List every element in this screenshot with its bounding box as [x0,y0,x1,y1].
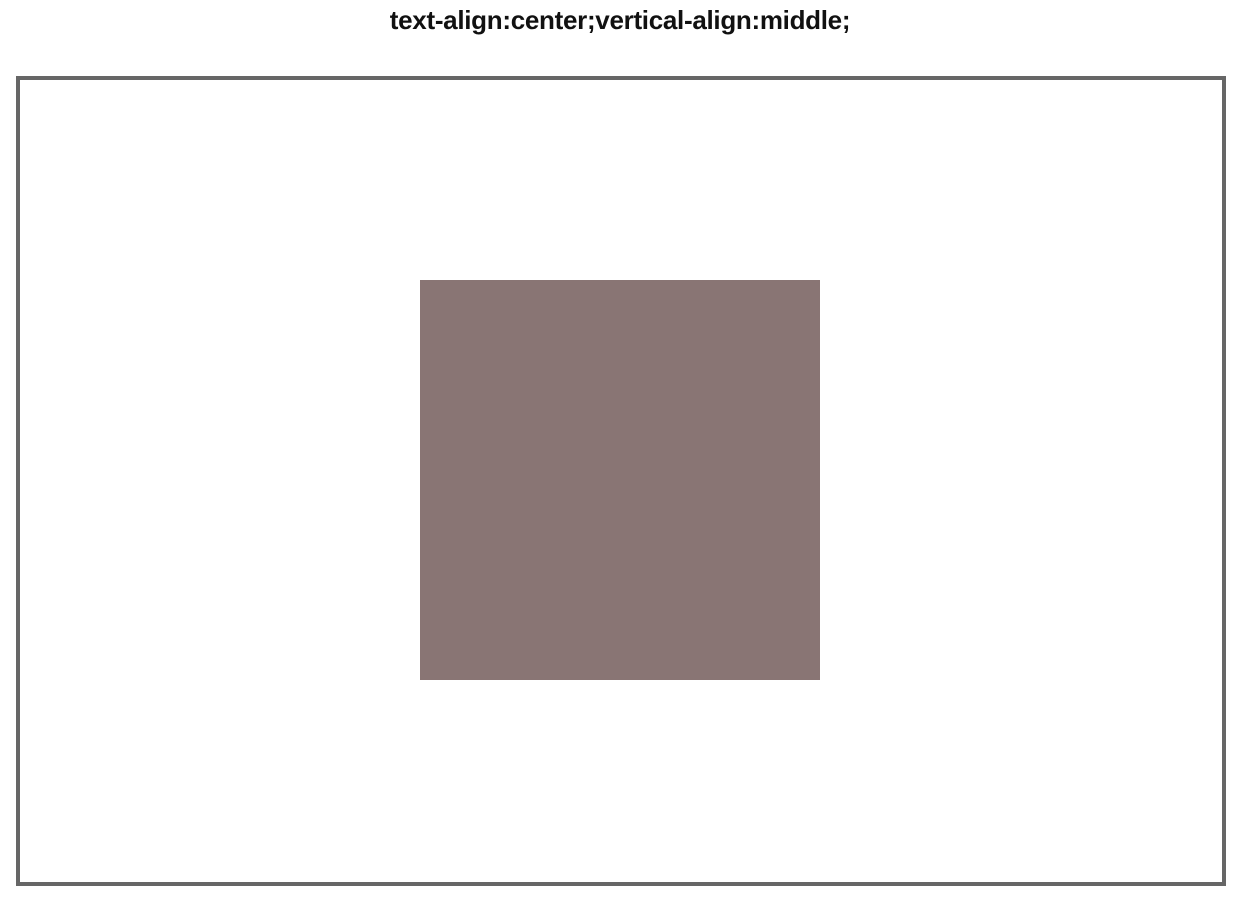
page-title: text-align:center;vertical-align:middle; [389,5,851,35]
demo-container [16,76,1226,886]
centered-box [420,280,820,680]
